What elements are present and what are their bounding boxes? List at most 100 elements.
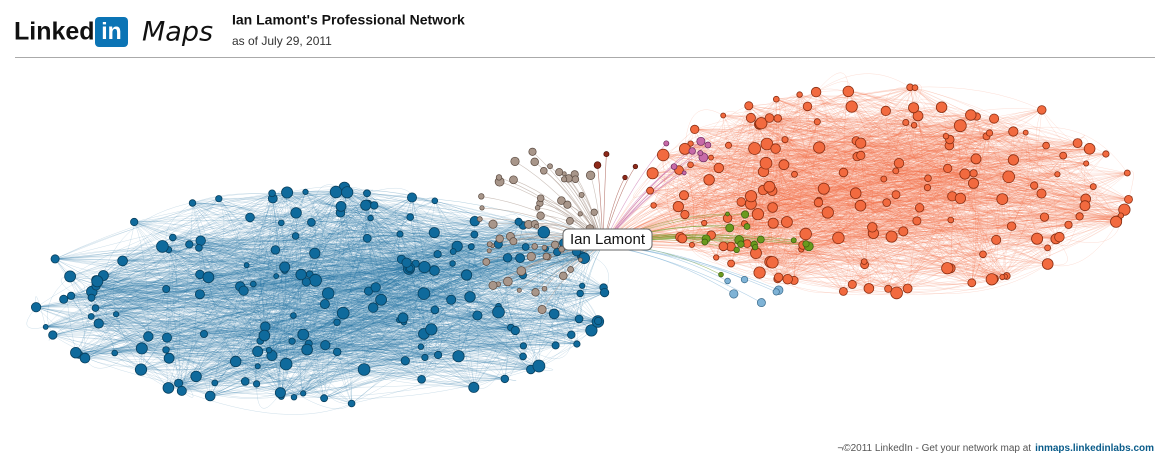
node xyxy=(967,278,977,288)
node xyxy=(756,235,765,244)
node xyxy=(320,394,329,403)
node xyxy=(751,208,765,221)
node xyxy=(460,269,473,281)
node xyxy=(215,195,223,203)
node xyxy=(902,119,910,127)
node xyxy=(190,370,202,383)
node xyxy=(703,174,715,186)
node xyxy=(534,205,541,211)
node xyxy=(681,170,687,176)
node xyxy=(486,248,492,254)
node xyxy=(755,117,768,130)
node xyxy=(737,240,745,248)
node xyxy=(884,284,893,293)
node xyxy=(534,223,540,229)
logo-text: Linked xyxy=(14,18,95,46)
node xyxy=(860,258,868,265)
node xyxy=(1059,151,1068,160)
node xyxy=(258,329,271,342)
node xyxy=(194,289,205,300)
node xyxy=(1036,188,1047,199)
node xyxy=(718,271,724,278)
node xyxy=(375,293,388,306)
node xyxy=(1037,105,1047,115)
node xyxy=(718,241,729,252)
node xyxy=(557,196,566,205)
node xyxy=(680,209,690,220)
node xyxy=(890,286,903,300)
node xyxy=(467,243,475,251)
node xyxy=(470,230,479,239)
node xyxy=(130,217,139,227)
node xyxy=(854,199,867,212)
node xyxy=(733,246,740,254)
node xyxy=(813,141,826,154)
node xyxy=(701,219,708,227)
node xyxy=(537,225,551,239)
node xyxy=(488,219,498,229)
node xyxy=(240,377,250,386)
node xyxy=(855,137,867,149)
footer-link[interactable]: inmaps.linkedinlabs.com xyxy=(1035,443,1154,454)
node xyxy=(561,171,567,177)
node xyxy=(741,210,750,219)
node xyxy=(725,141,733,149)
node xyxy=(603,151,610,158)
node xyxy=(449,260,456,267)
node xyxy=(1102,150,1110,158)
node xyxy=(162,284,171,293)
node xyxy=(273,273,280,280)
node xyxy=(428,227,440,239)
node xyxy=(1110,215,1123,228)
node xyxy=(243,262,250,269)
node xyxy=(309,247,321,259)
node xyxy=(566,217,574,225)
node xyxy=(701,238,709,246)
node xyxy=(363,189,371,198)
node xyxy=(985,129,994,137)
node xyxy=(954,192,967,204)
node xyxy=(87,313,95,320)
node xyxy=(760,137,774,151)
node xyxy=(202,271,215,284)
node xyxy=(959,168,971,180)
node xyxy=(333,347,342,357)
node xyxy=(397,312,409,324)
node xyxy=(590,208,598,216)
node xyxy=(802,240,810,248)
node xyxy=(985,273,998,286)
node xyxy=(571,175,580,183)
node xyxy=(135,342,148,355)
node xyxy=(1006,221,1017,231)
node xyxy=(996,193,1009,206)
node xyxy=(969,169,978,178)
node xyxy=(898,226,909,237)
node xyxy=(744,101,754,111)
node xyxy=(291,232,300,240)
node xyxy=(515,253,525,264)
node xyxy=(697,150,704,157)
node xyxy=(752,244,759,251)
node xyxy=(646,167,659,180)
node xyxy=(863,283,875,294)
node xyxy=(821,206,834,219)
node xyxy=(509,175,518,185)
node xyxy=(1030,181,1039,190)
node xyxy=(302,188,309,195)
node xyxy=(117,255,128,267)
node xyxy=(902,283,913,294)
node xyxy=(536,194,545,202)
node xyxy=(585,324,598,337)
node xyxy=(113,311,120,318)
node xyxy=(185,240,194,249)
node xyxy=(632,163,639,170)
node xyxy=(417,374,426,384)
node xyxy=(279,357,293,371)
node xyxy=(727,259,735,268)
node xyxy=(947,216,955,224)
node xyxy=(42,323,49,330)
node xyxy=(646,186,654,195)
node xyxy=(290,207,302,219)
node xyxy=(781,136,789,144)
node xyxy=(478,193,485,200)
